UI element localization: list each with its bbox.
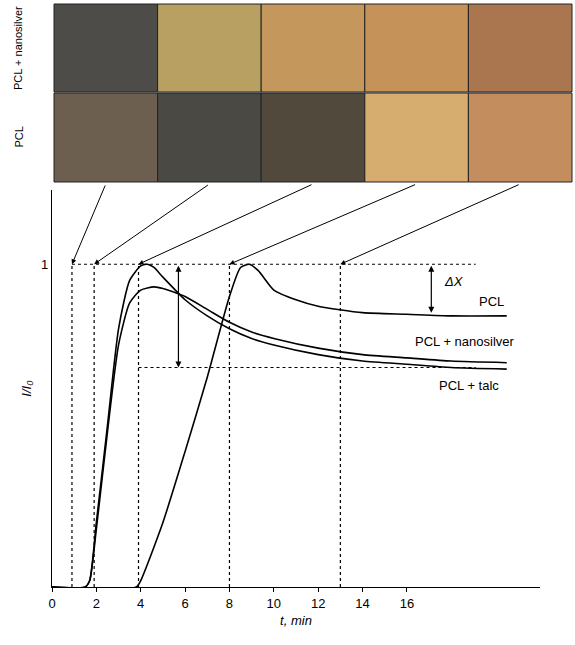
svg-text:I/I₀: I/I₀ bbox=[19, 380, 34, 397]
svg-text:0: 0 bbox=[48, 596, 55, 611]
svg-text:ΔX: ΔX bbox=[444, 274, 464, 289]
svg-text:12: 12 bbox=[311, 596, 325, 611]
svg-text:10: 10 bbox=[267, 596, 281, 611]
svg-text:PCL + nanosilver: PCL + nanosilver bbox=[415, 334, 515, 349]
svg-text:14: 14 bbox=[355, 596, 369, 611]
svg-text:16: 16 bbox=[400, 596, 414, 611]
svg-text:PCL: PCL bbox=[13, 126, 25, 147]
svg-text:PCL: PCL bbox=[479, 294, 504, 309]
svg-text:PCL + talc: PCL + talc bbox=[439, 378, 499, 393]
svg-text:2: 2 bbox=[93, 596, 100, 611]
svg-text:t, min: t, min bbox=[280, 613, 312, 628]
svg-text:6: 6 bbox=[181, 596, 188, 611]
svg-text:PCL + nanosilver: PCL + nanosilver bbox=[12, 6, 24, 90]
svg-text:1: 1 bbox=[41, 257, 48, 272]
svg-text:8: 8 bbox=[226, 596, 233, 611]
svg-text:4: 4 bbox=[137, 596, 144, 611]
